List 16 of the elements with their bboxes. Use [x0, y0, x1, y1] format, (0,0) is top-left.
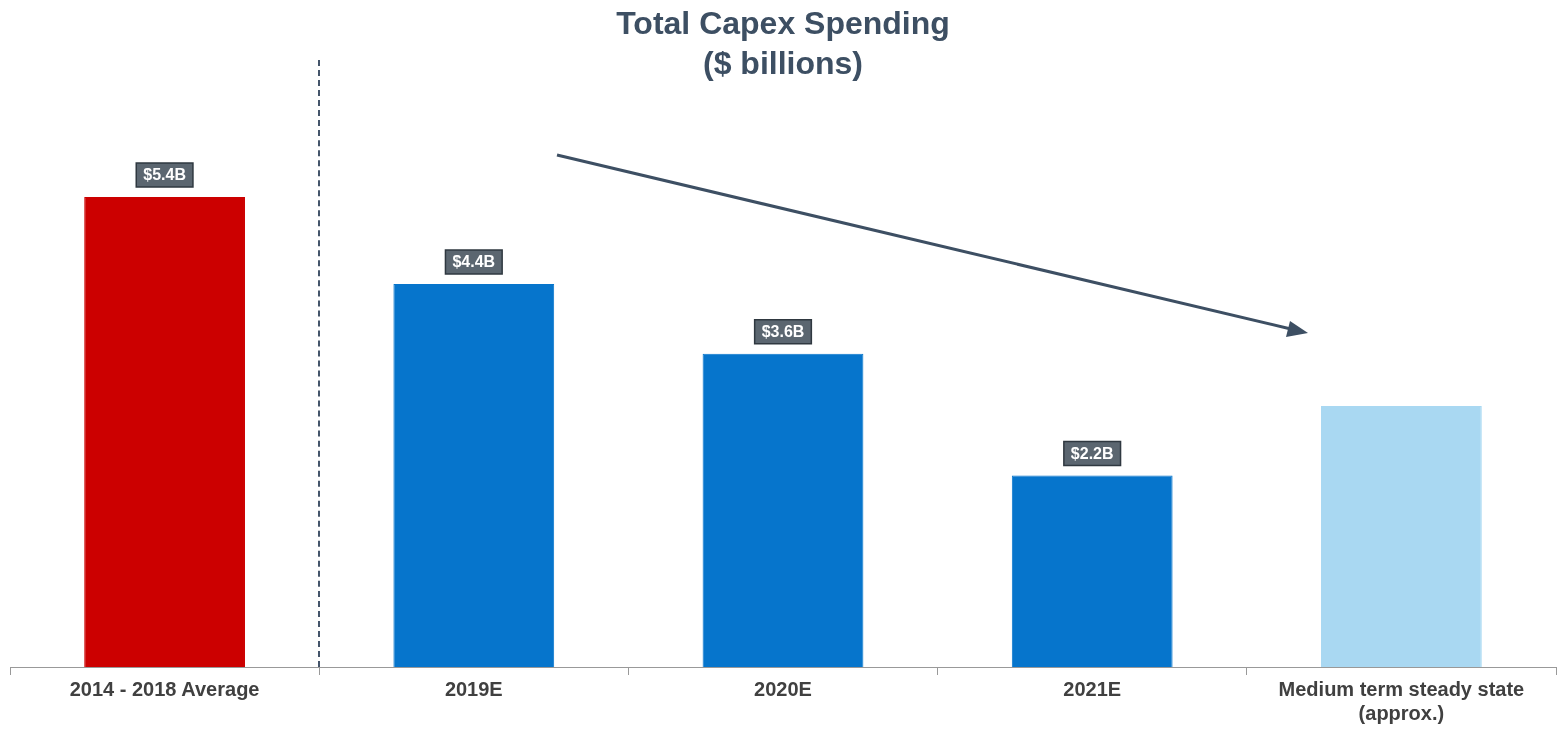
bar — [1321, 405, 1482, 667]
data-label: $5.4B — [143, 166, 186, 184]
bar — [702, 353, 864, 667]
data-label: $2.2B — [1070, 444, 1114, 462]
x-tick-label: 2020E — [754, 677, 812, 700]
data-label: $4.4B — [452, 253, 496, 271]
bar — [393, 284, 555, 667]
x-tick-label: 2019E — [444, 677, 503, 700]
x-tick-label: Medium term steady state (approx.) — [1278, 677, 1525, 724]
bar — [1011, 475, 1173, 667]
data-label: $3.6B — [761, 323, 805, 341]
chart-title: Total Capex Spending — [616, 5, 950, 42]
x-tick-label: 2014 - 2018 Average — [69, 677, 260, 700]
x-tick-label: 2021E — [1063, 677, 1122, 700]
bar — [84, 197, 245, 667]
chart-subtitle: ($ billions) — [703, 45, 863, 82]
